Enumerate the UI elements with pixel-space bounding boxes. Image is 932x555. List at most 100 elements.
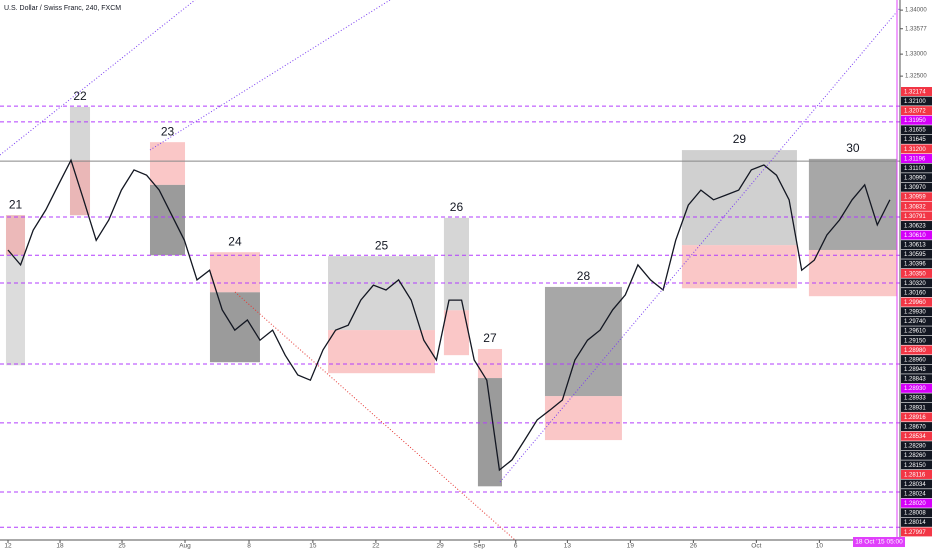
price-tag-label: 1.30959 <box>904 195 926 201</box>
price-tag <box>901 268 932 278</box>
price-tag-label: 1.28280 <box>904 444 926 450</box>
price-tag <box>901 527 932 537</box>
price-tag <box>901 364 932 374</box>
price-tag <box>901 402 932 412</box>
price-tag <box>901 469 932 479</box>
price-tag-label: 1.29610 <box>904 329 926 335</box>
x-tick-label: 15 <box>309 543 317 550</box>
price-tag-label: 1.28150 <box>904 463 926 469</box>
x-tick-label: 12 <box>4 543 12 550</box>
price-tag <box>901 412 932 422</box>
plot-area: 21 22 23 24 25 26 27 28 29 30 <box>0 89 900 528</box>
price-tag-label: 1.29960 <box>904 300 926 306</box>
price-tag-label: 1.31950 <box>904 118 926 124</box>
price-tag-label: 1.32072 <box>904 109 926 115</box>
price-tag <box>901 335 932 345</box>
price-tag-label: 1.31100 <box>904 166 926 172</box>
box-label: 27 <box>483 331 497 345</box>
trend-line <box>149 0 391 151</box>
zone-red <box>681 245 797 289</box>
price-tag-label: 1.28931 <box>904 405 926 411</box>
x-tick-label: Sep <box>473 543 485 550</box>
price-tag-label: 1.30350 <box>904 271 926 277</box>
zone-gray <box>443 217 469 311</box>
price-tag <box>901 87 932 96</box>
zone-gray <box>544 286 622 397</box>
price-tag-label: 1.29740 <box>904 319 926 325</box>
price-tag <box>901 307 932 317</box>
y-tick-label: 1.32500 <box>905 74 927 80</box>
y-tick-label: 1.33577 <box>905 26 927 32</box>
price-tag <box>901 508 932 518</box>
x-tick-label: 25 <box>118 543 126 550</box>
price-tag-label: 1.28980 <box>904 348 926 354</box>
price-tag <box>901 326 932 336</box>
box-label: 24 <box>228 234 242 248</box>
x-tick-label: Aug <box>179 543 191 550</box>
price-tag-label: 1.30396 <box>904 262 926 268</box>
price-tag-label: 1.28960 <box>904 357 926 363</box>
price-tag <box>901 125 932 135</box>
price-tag <box>901 221 932 231</box>
price-tag <box>901 517 932 527</box>
x-tick-label: 13 <box>564 543 572 550</box>
price-tag <box>901 240 932 250</box>
x-tick-label: 26 <box>690 543 698 550</box>
price-tag <box>901 450 932 460</box>
price-tag-label: 1.28014 <box>904 520 926 526</box>
price-tag-label: 1.28116 <box>904 472 926 478</box>
price-tag <box>901 115 932 125</box>
price-tag <box>901 422 932 432</box>
price-tag <box>901 154 932 163</box>
price-tag-label: 1.28020 <box>904 501 926 507</box>
zone-gray <box>149 184 186 256</box>
price-tag <box>901 431 932 441</box>
price-tag-label: 1.30623 <box>904 223 926 229</box>
price-tag-label: 1.30791 <box>904 214 926 220</box>
price-tag <box>901 259 932 269</box>
box-label: 23 <box>161 124 175 138</box>
price-tag-label: 1.28034 <box>904 482 926 488</box>
zone-red <box>328 330 435 374</box>
price-tag-label: 1.30320 <box>904 281 926 287</box>
zone-red <box>5 215 26 256</box>
price-tag-label: 1.31196 <box>904 156 926 162</box>
price-tag-label: 1.30613 <box>904 243 926 249</box>
box-label: 22 <box>73 89 87 103</box>
y-tick-label: 1.34000 <box>905 8 927 14</box>
price-tag <box>901 316 932 326</box>
zone-red <box>544 396 622 441</box>
price-tag-label: 1.32100 <box>904 99 926 105</box>
x-tick-label: 10 <box>816 543 824 550</box>
x-tick-label: 8 <box>247 543 251 550</box>
price-tag <box>901 297 932 307</box>
trend-line <box>499 7 901 483</box>
price-tag <box>901 134 932 144</box>
price-tag-label: 1.28534 <box>904 434 926 440</box>
price-tag-label: 1.28916 <box>904 415 926 421</box>
zone-red <box>808 249 897 297</box>
box-label: 26 <box>450 200 464 214</box>
price-tag <box>901 288 932 298</box>
price-tag-label: 1.28933 <box>904 396 926 402</box>
zone-gray <box>681 150 797 246</box>
box-label: 30 <box>846 141 860 155</box>
timestamp: 18 Oct '15 05:00 <box>855 539 903 546</box>
price-tag-label: 1.27997 <box>904 530 926 536</box>
price-tag <box>901 173 932 183</box>
y-tick-label: 1.33000 <box>905 52 927 58</box>
price-tag-label: 1.29150 <box>904 338 926 344</box>
price-tag <box>901 249 932 259</box>
price-tag-label: 1.31200 <box>904 147 926 153</box>
x-tick-label: 29 <box>437 543 445 550</box>
price-tag <box>901 345 932 355</box>
price-tag-label: 1.28943 <box>904 367 926 373</box>
price-tag <box>901 163 932 173</box>
price-tag <box>901 144 932 154</box>
zone-red <box>209 252 260 293</box>
price-tag <box>901 201 932 211</box>
price-tag <box>901 278 932 288</box>
box-label: 29 <box>733 132 747 146</box>
price-tag <box>901 211 932 221</box>
